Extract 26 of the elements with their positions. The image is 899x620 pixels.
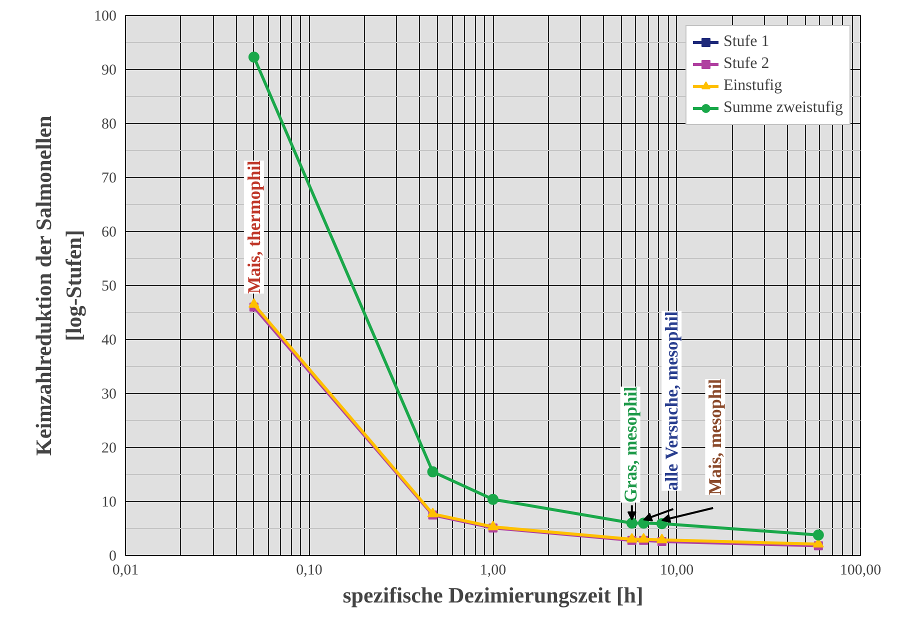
x-tick-label: 0,10 <box>296 562 322 578</box>
y-tick-label: 60 <box>102 224 116 240</box>
x-tick-label: 1,00 <box>480 562 506 578</box>
legend-label: Stufe 1 <box>723 33 770 51</box>
y-tick-label: 30 <box>102 386 116 402</box>
y-tick-label: 50 <box>102 278 116 294</box>
y-tick-label: 90 <box>102 62 116 78</box>
x-tick-label: 100,00 <box>840 562 882 578</box>
annotation: alle Versuche, mesophil <box>662 311 682 491</box>
x-tick-label: 0,01 <box>112 562 139 578</box>
x-axis-title: spezifische Dezimierungszeit [h] <box>342 582 644 608</box>
legend-label: Summe zweistufig <box>723 99 843 117</box>
y-axis-title: Keimzahlreduktion der Salmonellen [log-Stufen] <box>31 116 86 456</box>
x-tick-label: 10,00 <box>660 562 694 578</box>
y-tick-label: 10 <box>102 494 116 510</box>
y-tick-label: 0 <box>109 548 116 564</box>
y-tick-label: 70 <box>102 170 116 186</box>
y-tick-label: 80 <box>102 116 116 132</box>
legend-label: Einstufig <box>723 77 782 95</box>
y-tick-label: 40 <box>102 332 116 348</box>
legend-label: Stufe 2 <box>723 55 770 73</box>
annotation: Mais, mesophil <box>705 379 726 496</box>
annotation: Gras, mesophil <box>620 386 640 503</box>
annotation: Mais, thermophil <box>244 160 264 294</box>
y-tick-label: 100 <box>94 8 116 24</box>
y-tick-label: 20 <box>102 440 116 456</box>
